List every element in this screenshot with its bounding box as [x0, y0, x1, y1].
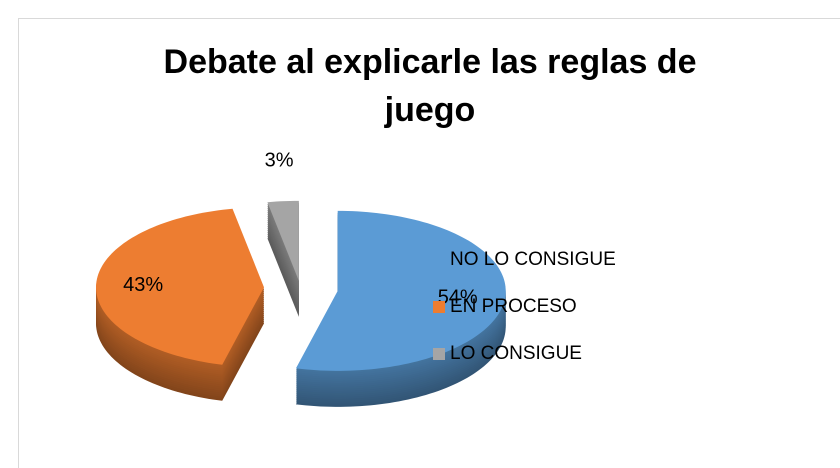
data-label: 54%: [438, 286, 478, 308]
chart-title: Debate al explicarle las reglas de juego: [163, 43, 697, 129]
pie-slice: [267, 200, 299, 281]
legend-label: LO CONSIGUE: [450, 343, 582, 364]
pie-slice: [96, 208, 265, 365]
pie-slice: [295, 210, 506, 371]
data-label: 3%: [265, 150, 294, 172]
legend-swatch: [433, 348, 445, 360]
legend-label: EN PROCESO: [450, 296, 577, 317]
data-label: 43%: [123, 274, 163, 296]
chart-border: [18, 18, 840, 468]
legend-swatch: [433, 301, 445, 313]
legend-label: NO LO CONSIGUE: [450, 249, 616, 270]
legend-swatch: [433, 254, 445, 266]
